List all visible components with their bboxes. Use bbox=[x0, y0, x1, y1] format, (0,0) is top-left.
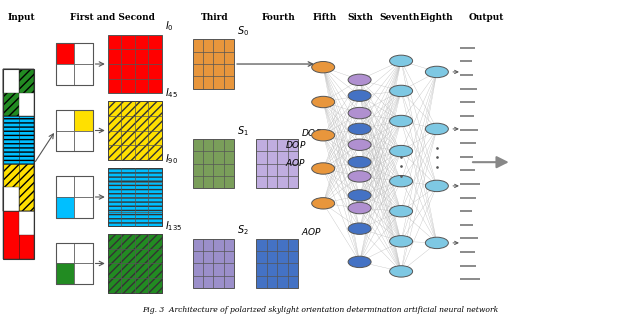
Circle shape bbox=[426, 180, 449, 192]
Text: First and Second: First and Second bbox=[70, 13, 155, 22]
Bar bbox=[56, 176, 93, 218]
Bar bbox=[74, 130, 93, 151]
Bar bbox=[193, 39, 234, 88]
Bar bbox=[74, 110, 93, 130]
Circle shape bbox=[312, 197, 335, 209]
Bar bbox=[74, 44, 93, 64]
Text: Fifth: Fifth bbox=[313, 13, 337, 22]
Bar bbox=[56, 176, 74, 197]
Text: $AOP$: $AOP$ bbox=[301, 226, 323, 237]
Bar bbox=[3, 164, 34, 211]
Bar bbox=[56, 264, 74, 284]
Bar bbox=[193, 239, 234, 288]
Bar bbox=[74, 264, 93, 284]
Bar bbox=[3, 116, 34, 164]
Bar bbox=[193, 139, 234, 188]
Bar bbox=[19, 93, 34, 116]
Circle shape bbox=[348, 190, 371, 201]
Circle shape bbox=[390, 85, 413, 97]
Circle shape bbox=[390, 115, 413, 127]
Circle shape bbox=[312, 96, 335, 108]
Bar bbox=[56, 243, 93, 284]
Text: $I_{90}$: $I_{90}$ bbox=[165, 152, 179, 166]
Circle shape bbox=[312, 129, 335, 141]
Bar bbox=[108, 168, 162, 226]
Circle shape bbox=[348, 90, 371, 101]
Bar bbox=[56, 197, 74, 218]
Bar bbox=[74, 197, 93, 218]
Text: Fourth: Fourth bbox=[262, 13, 296, 22]
Bar bbox=[257, 239, 298, 288]
Bar bbox=[3, 188, 19, 211]
Bar bbox=[74, 176, 93, 197]
Circle shape bbox=[390, 205, 413, 217]
Circle shape bbox=[426, 123, 449, 135]
Circle shape bbox=[348, 123, 371, 135]
Bar bbox=[3, 164, 34, 211]
Bar bbox=[3, 69, 34, 116]
Bar bbox=[56, 130, 74, 151]
Bar bbox=[56, 64, 74, 85]
Bar bbox=[56, 44, 74, 64]
Bar bbox=[3, 211, 34, 259]
Text: $DOP$: $DOP$ bbox=[285, 139, 306, 150]
Bar bbox=[56, 110, 74, 130]
Circle shape bbox=[312, 163, 335, 174]
Text: $S_1$: $S_1$ bbox=[237, 124, 249, 138]
Bar bbox=[19, 211, 34, 235]
Text: $S_0$: $S_0$ bbox=[237, 24, 250, 38]
Circle shape bbox=[426, 237, 449, 249]
Text: $I_0$: $I_0$ bbox=[165, 19, 174, 33]
Bar bbox=[74, 64, 93, 85]
Text: Fig. 3  Architecture of polarized skylight orientation determination artificial : Fig. 3 Architecture of polarized skyligh… bbox=[142, 306, 498, 314]
Text: $AOP$: $AOP$ bbox=[285, 157, 306, 168]
Circle shape bbox=[348, 171, 371, 182]
Bar bbox=[108, 168, 162, 226]
Circle shape bbox=[348, 256, 371, 268]
Circle shape bbox=[348, 156, 371, 168]
Text: $I_{45}$: $I_{45}$ bbox=[165, 86, 178, 100]
Bar bbox=[108, 35, 162, 93]
Text: Eighth: Eighth bbox=[419, 13, 453, 22]
Text: $I_{135}$: $I_{135}$ bbox=[165, 219, 182, 232]
Text: $DOP$: $DOP$ bbox=[301, 127, 323, 138]
Bar bbox=[56, 110, 93, 151]
Bar bbox=[108, 234, 162, 293]
Circle shape bbox=[390, 266, 413, 277]
Text: Input: Input bbox=[8, 13, 36, 22]
Text: Third: Third bbox=[201, 13, 228, 22]
Circle shape bbox=[348, 223, 371, 234]
Bar bbox=[108, 101, 162, 160]
Text: Sixth: Sixth bbox=[348, 13, 373, 22]
Circle shape bbox=[348, 202, 371, 214]
Bar bbox=[108, 234, 162, 293]
Bar bbox=[3, 69, 19, 93]
Text: Output: Output bbox=[468, 13, 504, 22]
Bar bbox=[3, 69, 34, 116]
Bar bbox=[56, 44, 93, 85]
Bar bbox=[56, 243, 74, 264]
Text: Seventh: Seventh bbox=[380, 13, 420, 22]
Circle shape bbox=[348, 107, 371, 119]
Bar bbox=[3, 116, 34, 164]
Circle shape bbox=[390, 55, 413, 66]
Circle shape bbox=[348, 139, 371, 150]
Bar bbox=[108, 101, 162, 160]
Circle shape bbox=[426, 66, 449, 78]
Bar bbox=[3, 69, 34, 259]
Bar bbox=[257, 139, 298, 188]
Circle shape bbox=[390, 176, 413, 187]
Bar bbox=[74, 243, 93, 264]
Circle shape bbox=[390, 236, 413, 247]
Text: $S_2$: $S_2$ bbox=[237, 224, 249, 237]
Circle shape bbox=[390, 145, 413, 157]
Circle shape bbox=[312, 61, 335, 73]
Circle shape bbox=[348, 74, 371, 86]
